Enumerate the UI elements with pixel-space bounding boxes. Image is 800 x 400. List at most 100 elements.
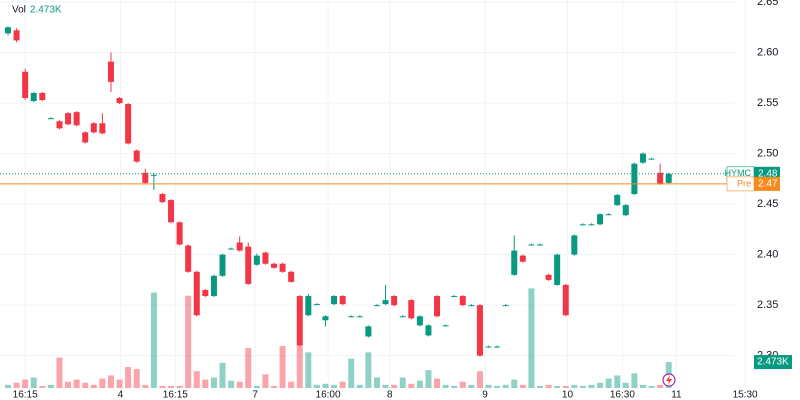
volume-bar <box>185 295 192 388</box>
pre-value-badge <box>754 176 780 191</box>
volume-bar <box>356 384 363 388</box>
pre-value-label: 2.47 <box>758 179 778 190</box>
candle-body <box>116 98 123 104</box>
candle-body <box>159 194 166 203</box>
candle-body <box>373 305 380 307</box>
volume-bar <box>545 384 552 388</box>
candle-body <box>65 113 72 125</box>
y-tick-label: 2.50 <box>757 147 778 159</box>
volume-bar <box>408 383 415 388</box>
volume-bar <box>528 288 535 388</box>
volume-bar <box>56 357 63 388</box>
volume-bar <box>657 384 664 388</box>
volume-bar <box>425 370 432 388</box>
candle-body <box>331 296 338 305</box>
volume-legend-name: Vol <box>12 5 26 16</box>
x-tick-label: 7 <box>252 390 258 400</box>
volume-bar <box>502 384 509 388</box>
candle-body <box>47 118 54 120</box>
volume-bar <box>150 292 157 388</box>
volume-bar <box>73 379 80 388</box>
axes: 2.302.352.402.452.502.552.602.6516:15416… <box>13 0 792 400</box>
candle-body <box>4 27 11 34</box>
volume-pane <box>4 288 672 388</box>
candle-body <box>442 325 449 327</box>
candle-body <box>579 224 586 226</box>
volume-bar <box>511 379 518 388</box>
candle-body <box>622 205 629 216</box>
candle-body <box>82 132 89 143</box>
volume-bar <box>476 371 483 388</box>
y-tick-label: 2.40 <box>757 249 778 261</box>
candle-body <box>528 244 535 246</box>
volume-bar <box>82 382 89 388</box>
volume-bar <box>459 381 466 388</box>
candle-body <box>228 248 235 250</box>
volume-bar <box>562 385 569 388</box>
y-tick-label: 2.45 <box>757 198 778 210</box>
candle-body <box>571 235 578 255</box>
volume-bar <box>39 385 46 388</box>
candle-body <box>150 174 157 176</box>
grid <box>0 0 746 388</box>
candle-body <box>511 250 518 275</box>
volume-bar <box>348 358 355 388</box>
candle-body <box>279 263 286 272</box>
volume-bar <box>494 385 501 388</box>
candle-body <box>30 92 37 102</box>
candle-body <box>365 326 372 337</box>
volume-bar <box>639 384 646 388</box>
last-badge-name: HYMC <box>725 168 752 178</box>
candle-body <box>425 325 432 336</box>
candle-body <box>451 296 458 298</box>
volume-bar <box>193 371 200 388</box>
volume-bar <box>579 385 586 388</box>
volume-bar <box>588 384 595 388</box>
volume-bar <box>622 382 629 388</box>
volume-bar <box>168 385 175 388</box>
volume-bar <box>159 385 166 388</box>
volume-bar <box>451 385 458 388</box>
volume-value-badge-label: 2.473K <box>757 357 789 368</box>
candle-body <box>99 123 106 134</box>
volume-bar <box>382 384 389 388</box>
candle-body <box>296 296 303 346</box>
y-tick-label: 2.60 <box>757 46 778 58</box>
candle-body <box>391 296 398 306</box>
volume-bar <box>391 384 398 388</box>
volume-bar <box>125 367 132 388</box>
candle-body <box>545 274 552 280</box>
volume-bar <box>339 381 346 388</box>
candle-body <box>648 158 655 160</box>
volume-legend-value: 2.473K <box>30 5 62 16</box>
candle-body <box>382 300 389 305</box>
volume-bar <box>631 373 638 388</box>
candle-body <box>657 172 664 184</box>
volume-bar <box>202 379 209 388</box>
volume-bar <box>142 384 149 388</box>
candle-body <box>408 300 415 319</box>
x-tick-label: 16:15 <box>163 390 188 400</box>
y-tick-label: 2.55 <box>757 97 778 109</box>
candle-body <box>185 245 192 272</box>
candle-body <box>253 255 260 265</box>
candle-body <box>434 296 441 317</box>
candle-body <box>631 163 638 194</box>
candle-body <box>665 173 672 183</box>
volume-bar <box>4 384 11 388</box>
volume-bar <box>288 381 295 388</box>
candle-body <box>537 244 544 246</box>
candle-body <box>73 112 80 126</box>
candle-body <box>485 346 492 348</box>
candle-body <box>142 172 149 183</box>
candle-body <box>176 222 183 245</box>
volume-bar <box>305 352 312 388</box>
x-tick-label: 11 <box>671 390 682 400</box>
candle-body <box>399 316 406 318</box>
volume-bar <box>219 362 226 388</box>
candle-body <box>313 304 320 306</box>
price-pane <box>0 26 727 357</box>
